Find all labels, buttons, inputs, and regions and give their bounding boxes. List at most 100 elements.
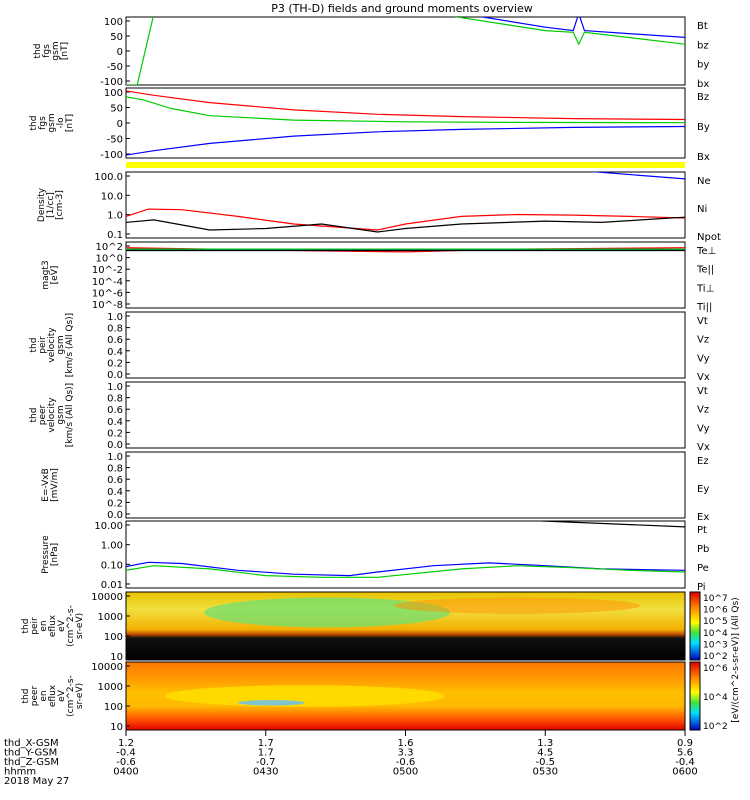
y-axis-label: eflux [48, 684, 58, 707]
y-axis-label: [nPa] [50, 543, 60, 566]
y-tick-label: 0.1 [107, 230, 123, 241]
colorbar-tick: 10^3 [703, 640, 728, 650]
series-Ne [126, 208, 685, 231]
colorbar-tick: 10^2 [703, 652, 728, 662]
x-axis-value: 1.7 [258, 738, 274, 749]
x-axis-value: 0430 [253, 767, 278, 778]
y-axis-label: [eV] [50, 266, 60, 285]
series-Pi [126, 561, 685, 577]
panel-peer-vel: 1.00.80.60.40.20.0 thd peer velocity gsm [km/… [29, 381, 710, 453]
y-axis-label: velocity [47, 327, 57, 363]
legend-Ne: Ne [697, 176, 711, 187]
legend-by: by [697, 60, 709, 71]
y-axis-label: peer [30, 685, 40, 706]
colorbar-tick: 10^2 [703, 722, 728, 732]
spectrogram-feature [237, 700, 305, 706]
series-by [126, 17, 685, 85]
y-tick-label: 10 [110, 722, 123, 733]
series-Pe [126, 565, 685, 578]
y-tick-label: 1.0 [107, 211, 123, 222]
panel-frame [125, 171, 686, 239]
legend-Vx: Vx [697, 442, 710, 453]
x-axis-value: 1.7 [258, 748, 274, 759]
y-tick-label: 1000 [98, 612, 123, 623]
y-axis-label: en [39, 620, 49, 631]
y-axis-label: eflux [48, 614, 58, 637]
legend-Te⊥: Te⊥ [696, 246, 716, 257]
legend-Ey: Ey [697, 484, 709, 495]
legend-bz: bz [697, 40, 709, 51]
x-axis-value: 0600 [672, 767, 697, 778]
legend-Vz: Vz [697, 335, 709, 346]
y-tick-label: 10 [110, 652, 123, 663]
y-tick-label: -100 [100, 150, 123, 161]
y-axis-label: Density [37, 187, 47, 222]
y-tick-label: 0.0 [107, 370, 123, 381]
y-tick-label: 1.0 [107, 312, 123, 323]
panel-frame [125, 591, 686, 661]
legend-Npot: Npot [697, 232, 721, 243]
y-tick-label: 50 [110, 104, 123, 115]
legend-Ex: Ex [697, 512, 709, 523]
panel-frame [125, 520, 686, 589]
colorbar-tick: 10^4 [703, 693, 728, 703]
series-By [126, 96, 685, 124]
x-axis-row-label: thd_X-GSM [4, 738, 59, 749]
y-tick-label: -50 [107, 135, 123, 146]
y-axis-label: magt3 [41, 260, 51, 289]
x-axis-value: -0.6 [116, 757, 136, 768]
y-axis-label: thd [29, 408, 39, 423]
legend-Ti||: Ti|| [696, 302, 712, 313]
panel-frame [125, 451, 686, 519]
y-axis-label: thd [29, 338, 39, 353]
y-axis-label: thd [33, 44, 43, 59]
legend-Pi: Pi [697, 582, 706, 593]
y-tick-label: 0.0 [107, 510, 123, 521]
y-axis-label: en [39, 690, 49, 701]
y-tick-label: 0.10 [101, 560, 123, 571]
y-tick-label: 10000 [91, 662, 123, 673]
legend-Te||: Te|| [696, 265, 714, 276]
y-tick-label: 10^-6 [92, 288, 123, 299]
legend-Vz: Vz [697, 405, 709, 416]
x-axis-value: -0.4 [675, 757, 695, 768]
y-tick-label: 0.01 [101, 580, 123, 591]
y-tick-label: 100.0 [94, 172, 123, 183]
y-axis-label: gsm [51, 41, 61, 60]
legend-By: By [697, 122, 710, 133]
x-axis-value: -0.6 [396, 757, 416, 768]
legend-Ti⊥: Ti⊥ [696, 283, 714, 294]
y-tick-label: 1.0 [107, 382, 123, 393]
y-axis-label: [nT] [65, 114, 75, 132]
y-tick-label: -100 [100, 77, 123, 88]
y-tick-label: 10^-8 [92, 300, 123, 311]
y-axis-label: gsm [56, 335, 66, 354]
y-tick-label: 0.8 [107, 464, 123, 475]
series-Bz [126, 90, 685, 121]
x-axis-row-label: hhmm [4, 767, 36, 778]
x-axis-value: 0400 [113, 767, 138, 778]
legend-Bt: Bt [697, 21, 708, 32]
y-tick-label: 100 [104, 17, 123, 28]
y-tick-label: 100 [104, 632, 123, 643]
spectrogram-feature [165, 685, 445, 707]
series-Npot [589, 172, 685, 180]
legend-Vy: Vy [697, 423, 710, 434]
legend-Ni: Ni [697, 204, 707, 215]
y-tick-label: 0.4 [107, 347, 123, 358]
x-axis-value: -0.4 [116, 748, 136, 759]
panel-pressure: 10.00 1.00 0.10 0.01 Pressure [nPa] Pt Pb Pe Pi [41, 520, 709, 593]
panel-fgs-lo: 100 50 0 -50 -100 thd fgs gsm -lo [nT] Bz By Bx [29, 87, 710, 163]
y-axis-label: (cm^2-s- [66, 605, 76, 647]
x-axis-value: 0530 [533, 767, 558, 778]
x-axis-value: 0500 [393, 767, 418, 778]
x-axis-row-label: thd_Y-GSM [4, 748, 57, 759]
y-tick-label: -50 [107, 62, 123, 73]
legend-Vy: Vy [697, 353, 710, 364]
spectrogram-feature [394, 597, 641, 614]
y-tick-label: 1.00 [101, 541, 123, 552]
y-axis-label: gsm [56, 405, 66, 424]
y-tick-label: 0.6 [107, 475, 123, 486]
series-bx [478, 17, 685, 38]
x-axis-value: -0.5 [535, 757, 555, 768]
